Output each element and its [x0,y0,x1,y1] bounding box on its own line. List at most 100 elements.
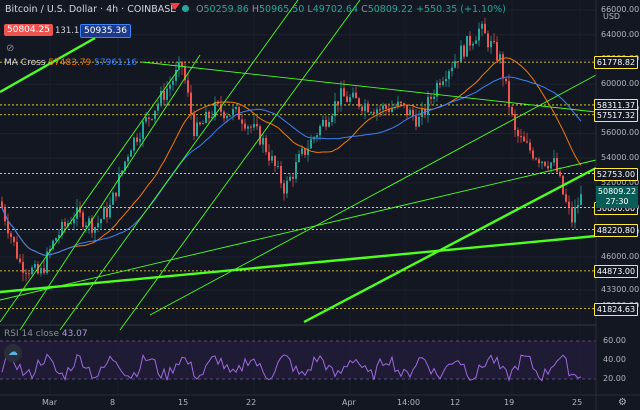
interval-label: 4h [106,4,119,15]
market-status-icon [182,5,190,12]
settings-icon[interactable]: ⚙ [618,397,627,408]
ma-cross-legend[interactable]: MA Cross 57483.79 57961.16 [4,58,137,68]
candle-body [502,54,504,79]
candle-body [499,54,501,61]
candle-body [406,104,408,116]
candle-body [196,122,198,137]
symbol-title[interactable]: Bitcoin / U.S. Dollar · 4h · COINBASE [5,4,193,15]
candle-body [130,150,132,157]
candle-body [190,92,192,114]
candle-body [538,159,540,164]
candle-body [244,123,246,129]
trend-line-1 [0,69,179,323]
candle-body [547,165,549,169]
candle-body [388,108,390,112]
candle-body [514,114,516,130]
candle-body [253,123,255,128]
time-tick-label: 19 [504,398,515,407]
candle-body [439,82,441,85]
grid [0,9,596,307]
candle-body [310,139,312,149]
candle-body [553,158,555,163]
time-tick-label: 14:00 [397,398,421,407]
candle-body [577,205,579,208]
trend-line-9 [0,234,597,294]
time-tick-label: 8 [110,398,116,407]
price-tick-label: 52000.00 [601,177,640,187]
candle-body [91,218,93,233]
candle-body [469,35,471,46]
candle-body [262,137,264,145]
alert-arrow-icon[interactable] [170,3,180,10]
candle-body [7,221,9,234]
candle-body [385,105,387,109]
candle-body [292,176,294,179]
support-resistance-levels[interactable] [0,61,596,309]
price-tick-label: 66000.00 [601,5,640,14]
candle-body [97,223,99,228]
candle-body [100,219,102,224]
candle-body [325,119,327,127]
candle-body [448,71,450,80]
candle-countdown: 27:30 [605,197,629,206]
candle-body [370,112,372,114]
trend-line-10 [303,166,597,324]
candle-body [85,225,87,227]
candle-body [334,101,336,116]
candle-body [208,111,210,119]
candle-body [118,174,120,197]
ma-fast-line [1,57,582,256]
candle-body [511,107,513,115]
candle-body [214,101,216,118]
trend-line-7 [149,74,597,316]
candle-body [289,176,291,181]
candle-body [484,23,486,34]
symbol-name: Bitcoin / U.S. Dollar [5,4,97,15]
trend-line-3 [59,0,299,331]
candle-body [121,170,123,175]
candle-body [193,113,195,137]
candle-body [133,137,135,151]
trend-lines[interactable] [0,0,597,331]
price-tick-label: 56000.00 [601,128,640,138]
tradingview-logo-icon[interactable]: ☁ [4,344,22,362]
sell-button[interactable]: 50804.25 [4,24,53,36]
candle-body [55,238,57,241]
price-tick-label: 64000.00 [601,29,640,39]
candle-body [430,96,432,99]
candle-body [154,110,156,120]
candle-body [451,67,453,72]
buy-button[interactable]: 50935.36 [80,24,131,38]
candle-body [52,240,54,250]
candle-body [169,84,171,89]
candle-body [442,81,444,85]
rsi-legend[interactable]: RSI 14 close 43.07 [4,329,88,339]
candle-body [376,109,378,114]
candle-body [265,137,267,153]
candle-body [28,273,30,275]
candle-body [379,109,381,111]
candle-body [82,212,84,227]
candle-body [106,208,108,218]
time-tick-label: 15 [178,398,189,407]
candle-body [559,171,561,176]
candle-body [298,153,300,163]
candle-body [277,166,279,168]
candle-body [34,264,36,268]
candle-body [358,98,360,107]
level-price-label: 57517.32 [594,108,638,122]
rsi-pane [0,324,596,383]
candle-body [163,90,165,100]
candle-body [343,88,345,97]
candle-body [328,121,330,127]
candle-body [223,111,225,119]
candle-body [205,111,207,124]
candle-body [49,249,51,252]
eye-icon[interactable]: ⊘ [6,43,15,54]
candle-body [148,117,150,119]
candle-body [409,109,411,116]
candle-body [61,221,63,236]
candle-body [571,206,573,223]
candle-body [493,41,495,43]
